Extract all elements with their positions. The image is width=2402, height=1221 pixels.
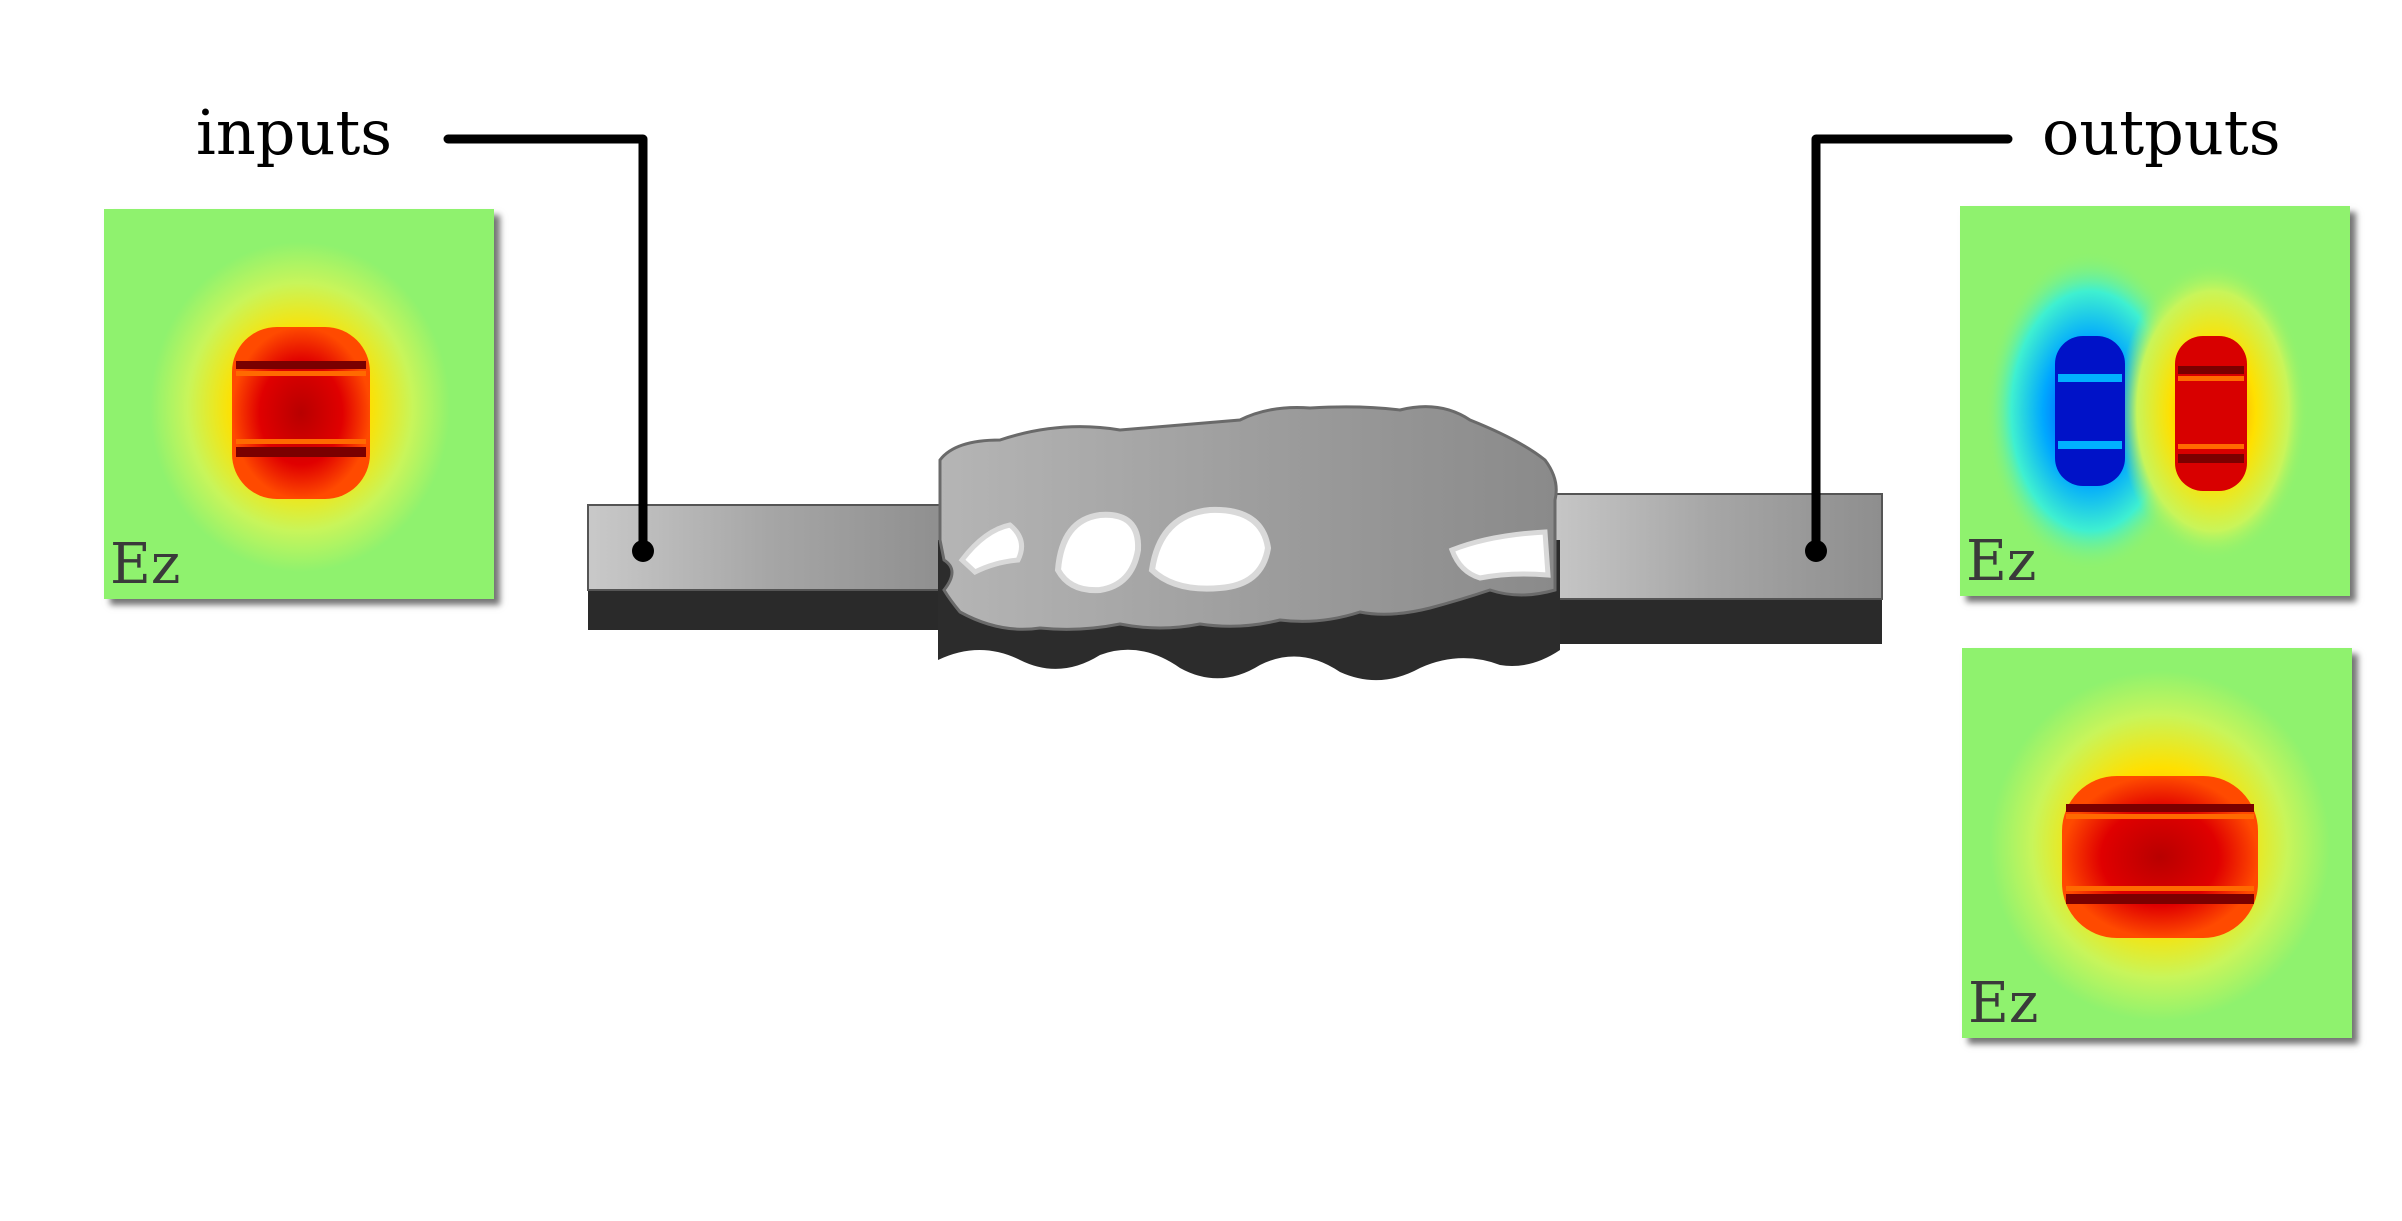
field-map bbox=[1962, 648, 2352, 1038]
outputs-label: outputs bbox=[2042, 96, 2281, 169]
input-waveguide bbox=[587, 504, 951, 630]
output-waveguide bbox=[1539, 493, 1883, 644]
output-mode-profile-2: Ez bbox=[1962, 648, 2352, 1038]
design-region bbox=[938, 405, 1560, 681]
input-mode-profile: Ez bbox=[104, 209, 494, 599]
outputs-leader-line bbox=[1805, 134, 2013, 562]
output-mode-profile-1: Ez bbox=[1960, 206, 2350, 596]
field-label: Ez bbox=[1968, 971, 2039, 1036]
field-label: Ez bbox=[110, 532, 181, 597]
inputs-leader-line bbox=[443, 134, 654, 562]
field-label: Ez bbox=[1966, 529, 2037, 594]
inputs-label: inputs bbox=[196, 96, 393, 169]
field-map bbox=[104, 209, 494, 599]
field-map bbox=[1960, 206, 2350, 596]
